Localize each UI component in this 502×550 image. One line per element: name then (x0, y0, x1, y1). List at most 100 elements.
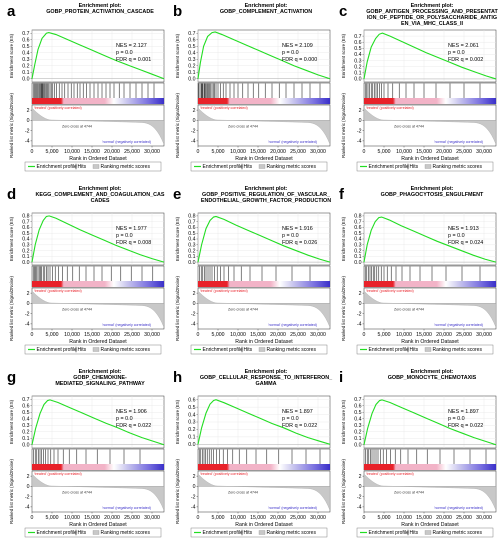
metric-tick-label: -2 (25, 128, 30, 134)
metric-tick-label: 0 (193, 301, 196, 307)
x-tick-label: 20,000 (436, 515, 452, 521)
legend-metric-label: Ranking metric scores (267, 164, 317, 170)
x-tick-label: 5,000 (212, 149, 225, 155)
es-tick-label: 0.1 (188, 435, 195, 441)
enrichment-profile-line (31, 215, 165, 263)
x-tick-label: 30,000 (310, 149, 326, 155)
es-axis-label: Enrichment score (ES) (341, 33, 346, 78)
x-axis-label: Rank in Ordered Dataset (69, 339, 127, 345)
es-tick-label: 0.0 (188, 442, 195, 448)
ranking-color-bar (198, 98, 330, 104)
p-value: p = 0.0 (282, 233, 299, 239)
enrichment-panel-d: d Enrichment plot: KEGG_COMPLEMENT_AND_COA… (4, 183, 170, 366)
plot-title-line: ENDOTHELIAL_GROWTH_FACTOR_PRODUCTION (201, 198, 331, 204)
es-tick-label: 0.5 (188, 44, 195, 50)
plot-title-line: MEDIATED_SIGNALING_PATHWAY (55, 381, 145, 387)
x-axis-label: Rank in Ordered Dataset (235, 156, 293, 162)
plot-heading: Enrichment plot: (245, 369, 288, 375)
metric-tick-label: 2 (359, 108, 362, 114)
es-tick-label: 0.2 (354, 64, 361, 70)
negative-correlation-label: 'normal' (negatively correlated) (268, 140, 317, 144)
legend-hits-label: Hits (244, 530, 253, 536)
ranking-color-bar (32, 281, 164, 287)
plot-heading: Enrichment plot: (245, 186, 288, 192)
x-tick-label: 30,000 (310, 332, 326, 338)
zero-cross-label: Zero cross at 4744 (62, 491, 92, 495)
es-axis-label: Enrichment score (ES) (341, 399, 346, 444)
x-tick-label: 25,000 (290, 332, 306, 338)
es-tick-label: 0.6 (22, 225, 29, 231)
zero-cross-label: Zero cross at 4744 (228, 308, 258, 312)
x-tick-label: 10,000 (230, 149, 246, 155)
panel-letter: g (7, 369, 16, 386)
es-axis-label: Enrichment score (ES) (9, 33, 14, 78)
zero-cross-label: Zero cross at 4744 (62, 308, 92, 312)
legend-metric-label: Ranking metric scores (433, 530, 483, 536)
x-tick-label: 15,000 (84, 515, 100, 521)
metric-tick-label: -2 (357, 494, 362, 500)
es-tick-label: 0.2 (22, 63, 29, 69)
x-tick-label: 25,000 (124, 149, 140, 155)
metric-tick-label: 2 (193, 291, 196, 297)
enrichment-profile-line (363, 32, 497, 80)
x-tick-label: 10,000 (64, 149, 80, 155)
legend-metric-label: Ranking metric scores (433, 347, 483, 353)
legend-hits-label: Hits (244, 164, 253, 170)
x-tick-label: 30,000 (310, 515, 326, 521)
positive-correlation-label: 'treated' (positively correlated) (366, 289, 414, 293)
es-tick-label: 0.3 (22, 423, 29, 429)
metric-tick-label: 0 (27, 484, 30, 490)
metric-tick-label: -2 (357, 311, 362, 317)
panel-letter: f (339, 186, 345, 203)
x-axis-label: Rank in Ordered Dataset (401, 339, 459, 345)
es-tick-label: 0.3 (188, 242, 195, 248)
enrichment-panel-e: e Enrichment plot: GOBP_POSITIVE_REGULATIO… (170, 183, 336, 366)
panel-letter: e (173, 186, 181, 203)
legend-metric-swatch (92, 164, 100, 169)
metric-tick-label: 2 (27, 108, 30, 114)
legend-profile-label: Enrichment profile (369, 347, 410, 353)
plot-title-line: GOBP_ANTIGEN_PROCESSING_AND_PRESENTAT (366, 9, 498, 15)
panel-letter: h (173, 369, 182, 386)
es-tick-label: 0.4 (354, 237, 361, 243)
metric-tick-label: 0 (27, 301, 30, 307)
legend-profile-label: Enrichment profile (37, 530, 78, 536)
es-tick-label: 0.5 (22, 44, 29, 50)
x-tick-label: 0 (363, 515, 366, 521)
legend-profile-label: Enrichment profile (203, 530, 244, 536)
es-tick-label: 0.5 (188, 231, 195, 237)
metric-tick-label: 2 (27, 291, 30, 297)
panel-letter: b (173, 3, 182, 20)
x-tick-label: 20,000 (270, 515, 286, 521)
x-axis-label: Rank in Ordered Dataset (235, 522, 293, 528)
es-tick-label: 0.0 (22, 76, 29, 82)
x-tick-label: 25,000 (124, 332, 140, 338)
x-tick-label: 5,000 (378, 332, 391, 338)
es-tick-label: 0.7 (188, 31, 195, 37)
nes-value: NES = 1.906 (116, 409, 147, 415)
es-tick-label: 0.4 (188, 237, 195, 243)
legend-metric-label: Ranking metric scores (267, 530, 317, 536)
es-tick-label: 0.1 (188, 70, 195, 76)
metric-tick-label: 0 (359, 484, 362, 490)
metric-tick-label: -2 (191, 311, 196, 317)
p-value: p = 0.0 (448, 233, 465, 239)
plot-title-line: GOBP_POSITIVE_REGULATION_OF_VASCULAR_ (202, 192, 331, 198)
metric-tick-label: -4 (191, 505, 196, 511)
enrichment-svg-b: b Enrichment plot:GOBP_COMPLEMENT_ACTIVAT… (173, 3, 331, 172)
enrichment-panel-h: h Enrichment plot: GOBP_CELLULAR_RESPONSE_… (170, 366, 336, 549)
enrichment-profile-line (197, 215, 331, 263)
metric-tick-label: -4 (191, 139, 196, 145)
enrichment-svg-d: d Enrichment plot:KEGG_COMPLEMENT_AND_COA… (7, 186, 165, 355)
fdr-value: FDR q = 0.008 (116, 240, 151, 246)
fdr-value: FDR q = 0.022 (448, 423, 483, 429)
positive-correlation-label: 'treated' (positively correlated) (200, 289, 248, 293)
metric-tick-label: -2 (357, 128, 362, 134)
negative-correlation-label: 'normal' (negatively correlated) (434, 506, 483, 510)
x-tick-label: 10,000 (396, 332, 412, 338)
es-tick-label: 0.0 (354, 442, 361, 448)
fdr-value: FDR q = 0.001 (116, 57, 151, 63)
x-tick-label: 5,000 (378, 515, 391, 521)
es-tick-label: 0.0 (354, 260, 361, 266)
x-tick-label: 0 (31, 332, 34, 338)
